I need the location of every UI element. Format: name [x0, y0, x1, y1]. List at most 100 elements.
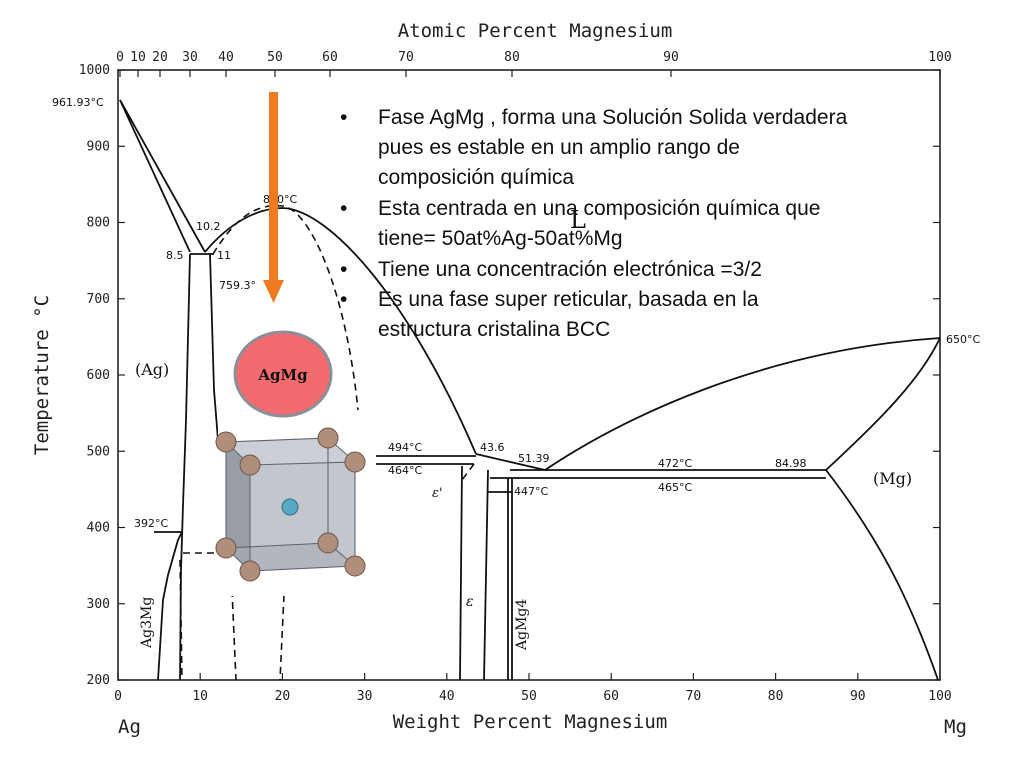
- mg-liquidus-solidus: [825, 337, 941, 471]
- y-tick-label: 500: [87, 444, 110, 459]
- bottom-tick-label: 80: [768, 689, 784, 704]
- corner-atom: [239, 560, 261, 582]
- bullet-dot: •: [340, 106, 348, 129]
- annot-447: 447°C: [514, 485, 548, 498]
- bullet-item: • Fase AgMg , forma una Solución Solida v…: [340, 103, 960, 203]
- annot-11: 11: [217, 249, 231, 262]
- bullet-dot: •: [340, 258, 348, 281]
- annot-8-5: 8.5: [166, 249, 184, 262]
- bottom-axis-ticks: 0 10 20 30 40 50 60 70 80 90 100: [114, 673, 952, 704]
- left-end-label: Ag: [118, 716, 141, 738]
- top-tick-label: 30: [182, 50, 198, 65]
- phase-boundaries: [119, 99, 941, 681]
- center-atom: [281, 498, 299, 516]
- liquidus-ag-side: [119, 99, 206, 253]
- annot-494: 494°C: [388, 441, 422, 454]
- annot-congruent: 820°C: [263, 193, 297, 206]
- bottom-tick-label: 90: [850, 689, 866, 704]
- top-tick-label: 40: [218, 50, 234, 65]
- bullet-text: Esta centrada en una composición química…: [378, 197, 821, 250]
- top-axis-ticks: 0 10 20 30 40 50 60 70 80 90 100: [116, 50, 952, 77]
- annot-84-98: 84.98: [775, 457, 807, 470]
- bullet-text: Es una fase super reticular, basada en l…: [378, 288, 759, 341]
- bottom-axis-title: Weight Percent Magnesium: [393, 711, 668, 733]
- label-ag-phase: (Ag): [135, 360, 169, 379]
- agmg-solidus-dashed: [212, 204, 359, 411]
- corner-atom: [215, 431, 237, 453]
- y-tick-label: 600: [87, 368, 110, 383]
- bullet-text: Tiene una concentración electrónica =3/2: [378, 258, 762, 281]
- label-epsilon-prime: ε': [432, 486, 443, 501]
- corner-atom: [317, 532, 339, 554]
- solidus-ag-side: [119, 99, 191, 253]
- bottom-tick-label: 0: [114, 689, 122, 704]
- bullet-item: • Esta centrada en una composición químic…: [340, 194, 960, 294]
- solvus-ag-phase: [179, 253, 191, 681]
- mg-solvus: [825, 469, 939, 681]
- annot-465: 465°C: [658, 481, 692, 494]
- y-tick-label: 400: [87, 521, 110, 536]
- bottom-tick-label: 70: [686, 689, 702, 704]
- bottom-tick-label: 10: [192, 689, 208, 704]
- bottom-tick-label: 20: [275, 689, 291, 704]
- y-axis-ticks: 1000 900 800 700 600 500 400 300 200: [79, 63, 940, 688]
- corner-atom: [239, 454, 261, 476]
- y-tick-label: 200: [87, 673, 110, 688]
- right-end-label: Mg: [944, 716, 967, 738]
- corner-atom: [215, 537, 237, 559]
- annot-mg-melt: 650°C: [946, 333, 980, 346]
- bottom-tick-label: 50: [521, 689, 537, 704]
- epsilon-prime-dashed: [461, 463, 475, 481]
- y-tick-label: 900: [87, 139, 110, 154]
- label-epsilon: ε: [466, 594, 474, 610]
- bullet-dot: •: [340, 288, 348, 311]
- label-agmg4: AgMg4: [514, 599, 530, 651]
- y-tick-label: 700: [87, 292, 110, 307]
- y-tick-label: 300: [87, 597, 110, 612]
- top-tick-label: 100: [928, 50, 951, 65]
- liquidus-eutectic-right: [475, 337, 941, 471]
- annot-10-2: 10.2: [196, 220, 221, 233]
- agmg-badge-label: AgMg: [257, 366, 308, 384]
- agmg-left-boundary: [209, 253, 219, 441]
- bullet-item: • Tiene una concentración electrónica =3/…: [340, 255, 960, 355]
- label-mg-phase: (Mg): [873, 469, 912, 488]
- bullet-dot: •: [340, 197, 348, 220]
- bottom-tick-label: 30: [357, 689, 373, 704]
- top-tick-label: 0: [116, 50, 124, 65]
- annot-43-6: 43.6: [480, 441, 505, 454]
- agmg-dashed-bottom-right: [279, 594, 285, 681]
- annot-472: 472°C: [658, 457, 692, 470]
- label-liquid: L: [570, 206, 586, 234]
- annot-464: 464°C: [388, 464, 422, 477]
- annot-392: 392°C: [134, 517, 168, 530]
- bullet-item: • Es una fase super reticular, basada en …: [340, 285, 960, 385]
- epsilon-left-boundary: [459, 465, 463, 681]
- phase-boundaries-dashed: [179, 204, 475, 681]
- corner-atom: [344, 451, 366, 473]
- corner-atom: [344, 555, 366, 577]
- annot-759: 759.3°: [219, 279, 256, 292]
- label-ag3mg: Ag3Mg: [139, 597, 155, 649]
- agmg-dashed-bottom-left: [231, 589, 237, 681]
- annot-ag-melt: 961.93°C: [52, 96, 104, 109]
- top-tick-label: 10: [130, 50, 146, 65]
- bottom-tick-label: 60: [603, 689, 619, 704]
- top-tick-label: 50: [267, 50, 283, 65]
- top-tick-label: 70: [398, 50, 414, 65]
- annot-51-39: 51.39: [518, 452, 550, 465]
- epsilon-right-boundary: [483, 469, 489, 681]
- bottom-tick-label: 100: [928, 689, 951, 704]
- y-tick-label: 800: [87, 216, 110, 231]
- y-axis-title: Temperature °C: [31, 295, 53, 455]
- top-tick-label: 80: [504, 50, 520, 65]
- top-tick-label: 60: [322, 50, 338, 65]
- ag3mg-order-curve: [157, 531, 183, 681]
- bullet-text: Fase AgMg , forma una Solución Solida ve…: [378, 106, 848, 189]
- ag3mg-dashed-left: [179, 559, 183, 681]
- bottom-tick-label: 40: [439, 689, 455, 704]
- agmg-badge: AgMg: [233, 330, 333, 418]
- orange-arrow: [263, 92, 284, 303]
